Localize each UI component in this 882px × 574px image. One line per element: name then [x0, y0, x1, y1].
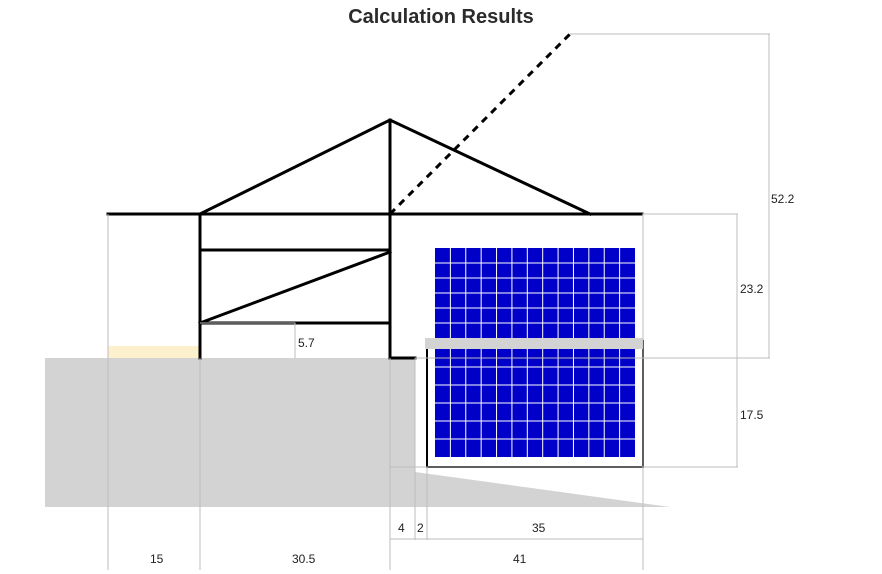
upper-solar-panel [435, 248, 635, 338]
dim-upper-height: 23.2 [740, 282, 764, 296]
lower-solar-panel [435, 349, 635, 457]
dim-lower-height: 17.5 [740, 408, 764, 422]
dimension-lines [107, 33, 770, 570]
dim-ledge-height: 5.7 [298, 336, 315, 350]
building-structure [106, 118, 644, 360]
dim-offset-a: 4 [398, 521, 405, 535]
dim-offset-b: 2 [417, 521, 424, 535]
dim-middle-width: 30.5 [292, 552, 316, 566]
dim-panel-width: 35 [532, 521, 546, 535]
ledge-bar [425, 338, 643, 349]
dim-left-width: 15 [150, 552, 164, 566]
dim-total-height: 52.2 [771, 192, 795, 206]
page-title: Calculation Results [348, 6, 534, 28]
highlight-strip [108, 346, 200, 358]
ground-area [45, 358, 670, 507]
sun-ray-line [388, 32, 572, 216]
ledge-marker [200, 322, 296, 358]
dim-right-width: 41 [513, 552, 527, 566]
